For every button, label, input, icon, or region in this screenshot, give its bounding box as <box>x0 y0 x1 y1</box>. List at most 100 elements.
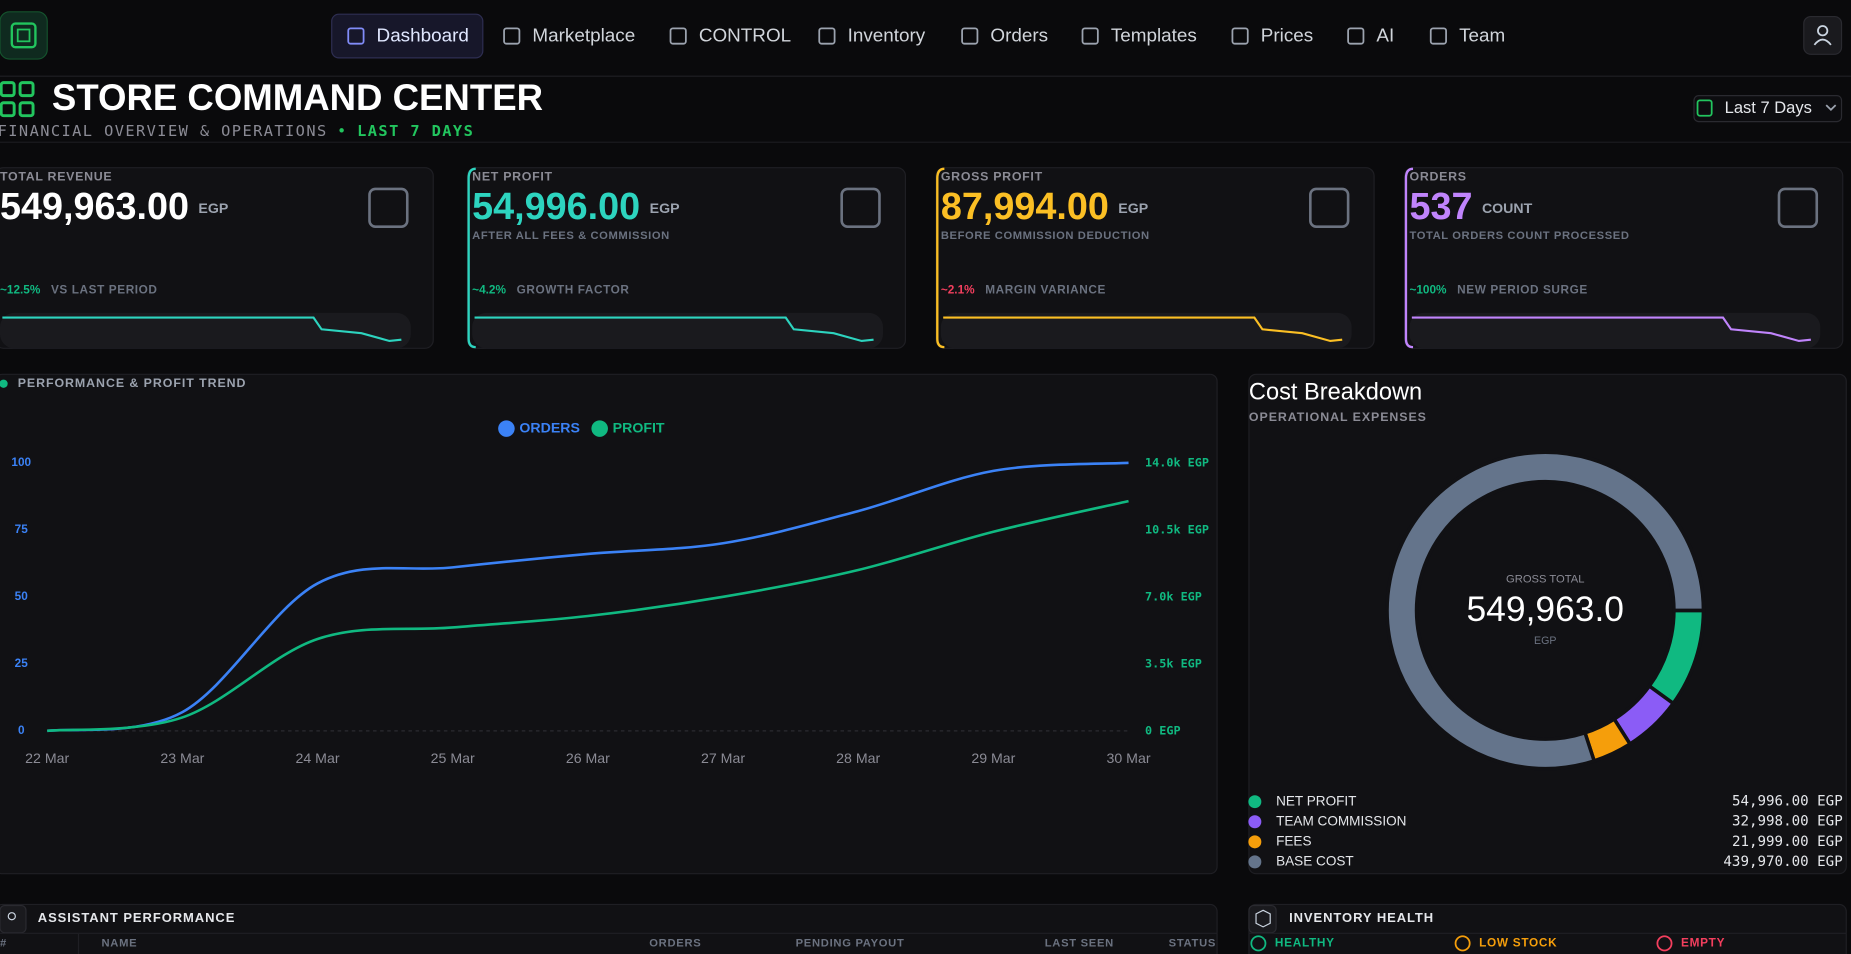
kpi-icon <box>840 187 881 228</box>
nav-item[interactable]: Inventory <box>848 26 926 47</box>
x-tick-label: 27 Mar <box>701 751 745 767</box>
kpi-value: 549,963.00 EGP <box>0 186 228 228</box>
kpi-value: 87,994.00 EGP <box>941 186 1148 228</box>
nav-item[interactable]: Templates <box>1111 26 1197 47</box>
range-select[interactable] <box>1693 95 1843 123</box>
sparkline-bg <box>472 312 883 349</box>
inventory-tab[interactable]: EMPTY <box>1681 935 1725 949</box>
kpi-unit: COUNT <box>1482 201 1533 217</box>
kpi-accent <box>467 167 476 349</box>
legend-swatch <box>591 420 608 437</box>
kpi-icon <box>1309 187 1350 228</box>
legend-value: 439,970.00 EGP <box>1723 854 1842 870</box>
kpi-number: 537 <box>1409 186 1472 228</box>
nav-item[interactable]: Prices <box>1261 26 1313 47</box>
donut-center-unit: EGP <box>1534 635 1556 647</box>
kpi-change-label: MARGIN VARIANCE <box>985 283 1106 297</box>
inventory-tab[interactable]: HEALTHY <box>1275 935 1335 949</box>
kpi-change: ~4.2% GROWTH FACTOR <box>472 283 629 297</box>
chevron <box>1825 104 1837 112</box>
subtitle-text: FINANCIAL OVERVIEW & OPERATIONS <box>0 122 328 140</box>
logo[interactable] <box>0 11 48 60</box>
legend-value: 21,999.00 EGP <box>1732 834 1843 850</box>
range-label: Last 7 Days <box>1725 98 1812 117</box>
nav-item[interactable]: Dashboard <box>377 26 469 47</box>
y-tick-label: 0 <box>18 723 25 737</box>
nav-icon <box>1347 27 1365 45</box>
legend-label: TEAM COMMISSION <box>1276 813 1406 828</box>
nav-item[interactable]: Orders <box>990 26 1048 47</box>
x-tick-label: 30 Mar <box>1107 751 1151 767</box>
y-tick-label: 75 <box>15 522 29 536</box>
y-tick-label: 100 <box>11 455 31 469</box>
nav-icon <box>347 27 365 45</box>
logo-icon <box>10 22 37 49</box>
cost-subtitle: OPERATIONAL EXPENSES <box>1249 410 1427 424</box>
tab-icon <box>1454 935 1471 952</box>
nav-item[interactable]: CONTROL <box>699 26 791 47</box>
kpi-value: 54,996.00 EGP <box>472 186 679 228</box>
legend-swatch <box>1248 815 1262 829</box>
x-tick-label: 22 Mar <box>25 751 69 767</box>
sparkline-bg <box>1409 312 1821 349</box>
nav-item[interactable]: Marketplace <box>532 26 635 47</box>
cost-title: Cost Breakdown <box>1249 379 1422 405</box>
kpi-label: ORDERS <box>1409 169 1466 183</box>
nav-icon <box>669 27 687 45</box>
kpi-accent <box>936 167 945 349</box>
nav-active-bg <box>331 13 484 59</box>
table-header: # <box>0 937 7 949</box>
kpi-number: 549,963.00 <box>0 186 189 228</box>
tab-icon <box>1656 935 1673 952</box>
table-header: ORDERS <box>649 937 701 949</box>
kpi-note: AFTER ALL FEES & COMMISSION <box>472 230 670 242</box>
kpi-change-value: ~100% <box>1409 283 1447 297</box>
tab-icon <box>1250 935 1267 952</box>
nav-item[interactable]: Team <box>1459 26 1505 47</box>
kpi-change-value: ~4.2% <box>472 283 506 297</box>
kpi-change-label: GROWTH FACTOR <box>517 283 630 297</box>
table-header: NAME <box>102 937 138 949</box>
profile-icon <box>1813 38 1832 46</box>
y2-tick-label: 10.5k EGP <box>1145 522 1209 536</box>
x-tick-label: 23 Mar <box>160 751 204 767</box>
kpi-unit: EGP <box>198 201 228 217</box>
legend-value: 54,996.00 EGP <box>1732 794 1843 810</box>
assistant-icon <box>7 912 16 921</box>
kpi-note: BEFORE COMMISSION DEDUCTION <box>941 230 1150 242</box>
sparkline <box>474 316 874 343</box>
legend-swatch <box>1248 835 1262 849</box>
cost-card <box>1248 373 1847 875</box>
legend-label: PROFIT <box>613 420 665 436</box>
inventory-tab[interactable]: LOW STOCK <box>1479 935 1557 949</box>
trend-title: PERFORMANCE & PROFIT TREND <box>18 376 247 390</box>
nav-icon <box>503 27 521 45</box>
logo-icon <box>16 28 31 43</box>
kpi-accent <box>1404 167 1414 349</box>
series-line <box>47 499 1129 733</box>
nav-icon <box>818 27 836 45</box>
legend-label: ORDERS <box>519 420 580 436</box>
legend-swatch <box>498 420 515 437</box>
series-line <box>47 461 1129 733</box>
nav-item[interactable]: AI <box>1376 26 1394 47</box>
nav-icon <box>1231 27 1249 45</box>
kpi-label: TOTAL REVENUE <box>0 169 112 183</box>
nav-icon <box>1081 27 1099 45</box>
donut-center-label: GROSS TOTAL <box>1506 574 1584 586</box>
trend-card <box>0 373 1218 875</box>
kpi-unit: EGP <box>650 201 680 217</box>
y2-tick-label: 3.5k EGP <box>1145 656 1202 670</box>
kpi-label: GROSS PROFIT <box>941 169 1043 183</box>
kpi-icon <box>368 187 409 228</box>
y-tick-label: 50 <box>15 589 29 603</box>
legend-value: 32,998.00 EGP <box>1732 814 1843 830</box>
calendar-icon <box>1696 99 1713 117</box>
subtitle-separator: • <box>337 122 348 140</box>
x-tick-label: 25 Mar <box>431 751 475 767</box>
legend-swatch <box>1248 795 1262 809</box>
y-tick-label: 25 <box>15 656 29 670</box>
kpi-change: ~100% NEW PERIOD SURGE <box>1409 283 1587 297</box>
